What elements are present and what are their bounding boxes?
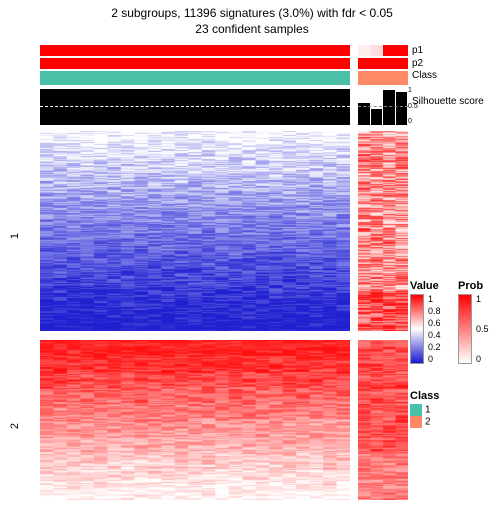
main-column — [40, 45, 350, 505]
silhouette-axis: 1 0.5 0 — [408, 86, 418, 126]
heatmap-side-group2 — [358, 340, 408, 500]
chart-title: 2 subgroups, 11396 signatures (3.0%) wit… — [0, 0, 504, 37]
title-line-1: 2 subgroups, 11396 signatures (3.0%) wit… — [0, 6, 504, 22]
annotation-labels: p1 p2 Class Silhouette score — [412, 45, 484, 106]
label-p1: p1 — [412, 45, 484, 58]
label-silhouette: Silhouette score — [412, 97, 484, 106]
label-class: Class — [412, 70, 484, 83]
legend-prob: Prob 10.50 — [458, 280, 483, 364]
annot-silhouette-main — [40, 89, 350, 125]
legend-class-title: Class — [410, 390, 439, 402]
row-group-label-2: 2 — [9, 423, 21, 429]
annot-p1-main — [40, 45, 350, 56]
heatmap-main-group2 — [40, 340, 350, 500]
legend-value: Value 10.80.60.40.20 — [410, 280, 439, 364]
legend-value-title: Value — [410, 280, 439, 292]
heatmap-side-group1 — [358, 131, 408, 331]
row-group-label-1: 1 — [9, 233, 21, 239]
annot-p1-side — [358, 45, 408, 56]
heatmap-main-group1 — [40, 131, 350, 331]
annot-p2-main — [40, 58, 350, 69]
legend-value-gradient — [410, 294, 424, 364]
annot-class-side — [358, 71, 408, 85]
legend-class: Class 12 — [410, 390, 439, 428]
side-column — [358, 45, 408, 505]
annot-silhouette-side — [358, 89, 408, 125]
legend-prob-title: Prob — [458, 280, 483, 292]
label-p2: p2 — [412, 58, 484, 71]
legend-prob-gradient — [458, 294, 472, 364]
annot-class-main — [40, 71, 350, 85]
annot-p2-side — [358, 58, 408, 69]
title-line-2: 23 confident samples — [0, 22, 504, 38]
